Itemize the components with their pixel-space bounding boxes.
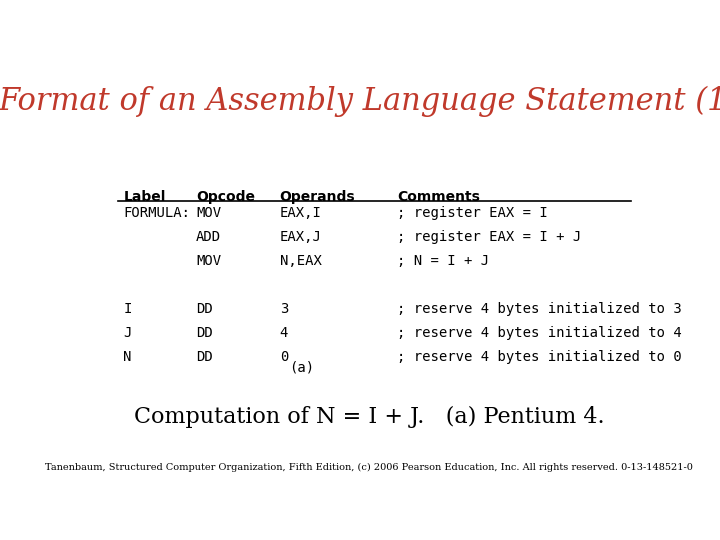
Text: Label: Label [124,190,166,204]
Text: 4: 4 [280,326,288,340]
Text: 0: 0 [280,350,288,365]
Text: DD: DD [196,326,213,340]
Text: Opcode: Opcode [196,190,255,204]
Text: I: I [124,302,132,316]
Text: ; reserve 4 bytes initialized to 0: ; reserve 4 bytes initialized to 0 [397,350,682,365]
Text: Tanenbaum, Structured Computer Organization, Fifth Edition, (c) 2006 Pearson Edu: Tanenbaum, Structured Computer Organizat… [45,463,693,472]
Text: MOV: MOV [196,206,221,220]
Text: DD: DD [196,302,213,316]
Text: MOV: MOV [196,254,221,268]
Text: DD: DD [196,350,213,365]
Text: Operands: Operands [280,190,356,204]
Text: J: J [124,326,132,340]
Text: (a): (a) [289,360,315,374]
Text: Format of an Assembly Language Statement (1): Format of an Assembly Language Statement… [0,85,720,117]
Text: N: N [124,350,132,365]
Text: ; N = I + J: ; N = I + J [397,254,489,268]
Text: EAX,J: EAX,J [280,230,322,244]
Text: N,EAX: N,EAX [280,254,322,268]
Text: ; reserve 4 bytes initialized to 3: ; reserve 4 bytes initialized to 3 [397,302,682,316]
Text: ADD: ADD [196,230,221,244]
Text: FORMULA:: FORMULA: [124,206,191,220]
Text: 3: 3 [280,302,288,316]
Text: ; register EAX = I: ; register EAX = I [397,206,548,220]
Text: Computation of N = I + J.   (a) Pentium 4.: Computation of N = I + J. (a) Pentium 4. [134,406,604,428]
Text: ; reserve 4 bytes initialized to 4: ; reserve 4 bytes initialized to 4 [397,326,682,340]
Text: Comments: Comments [397,190,480,204]
Text: EAX,I: EAX,I [280,206,322,220]
Text: ; register EAX = I + J: ; register EAX = I + J [397,230,581,244]
